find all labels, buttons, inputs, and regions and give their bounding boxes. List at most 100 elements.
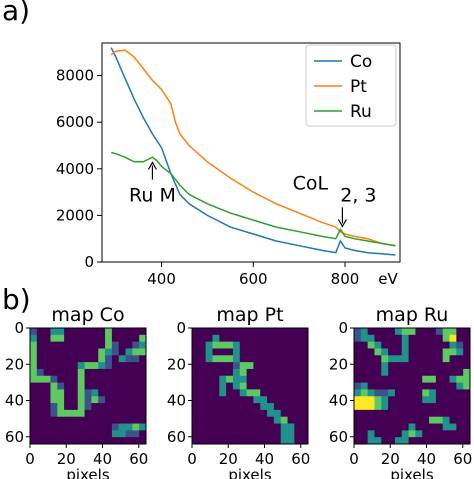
heatmap-cell [253,341,261,349]
heatmap-cell [70,437,79,445]
heatmap-cell [226,334,234,343]
heatmap-cell [287,328,295,336]
x-tick-label: 0 [25,450,35,468]
heatmap-cell [36,416,45,424]
heatmap-cell [456,396,464,404]
heatmap-cell [118,341,126,349]
heatmap-cell [354,423,362,431]
heatmap-cell [91,355,99,363]
heatmap-cell [239,355,247,363]
heatmap-cell [212,341,220,349]
heatmap-cell [429,334,437,343]
heatmap-cell [463,341,471,349]
heatmap-cell [267,403,275,411]
heatmap-cell [105,341,113,349]
heatmap-cell [30,375,38,383]
heatmap-cell [401,334,409,343]
heatmap-cell [401,362,409,370]
heatmap-cell [205,396,213,404]
heatmap-cell [267,430,275,438]
heatmap-cell [64,375,72,383]
heatmap-cell [132,416,140,424]
x-tick-label: 40 [255,450,274,468]
heatmap-cell [50,375,58,383]
heatmap-cell [449,437,457,445]
heatmap-cell [84,348,92,356]
heatmap-cell [192,368,200,377]
heatmap-cell [449,341,457,349]
heatmap-cell [139,348,147,356]
heatmap-cell [36,382,45,390]
heatmap-cell [442,403,450,411]
heatmap-cell [301,423,309,431]
heatmap-cell [139,368,147,377]
heatmap-cell [77,409,85,418]
heatmap-cell [30,409,38,418]
heatmap-cell [246,341,254,349]
heatmap-cell [198,396,207,404]
heatmap-cell [43,334,51,343]
heatmap-cell [463,334,471,343]
heatmap-cell [294,348,302,356]
heatmap-cell [273,355,282,363]
heatmap-cell [239,409,247,418]
heatmap-cell [212,430,220,438]
heatmap-cell [246,355,254,363]
heatmap-cell [70,362,79,370]
heatmap-cell [77,382,85,390]
heatmap-cell [301,389,309,397]
heatmap-cell [77,375,85,383]
heatmap-cell [435,355,444,363]
heatmap-cell [30,382,38,390]
heatmap-cell [401,355,409,363]
heatmap-cell [260,430,268,438]
heatmap-cell [246,328,254,336]
heatmap-cell [91,403,99,411]
heatmap-cell [367,403,375,411]
heatmap-cell [84,409,92,418]
heatmap-cell [84,430,92,438]
heatmap-cell [198,341,207,349]
heatmap-cell [111,375,120,383]
x-tick-label: 0 [349,450,359,468]
heatmap-cell [192,403,200,411]
heatmap-cell [125,416,133,424]
heatmap-frame [353,327,471,445]
heatmap-cell [192,355,200,363]
heatmap-cell [198,437,207,445]
heatmap-cell [381,368,389,377]
heatmap-cell [442,409,450,418]
heatmap-cell [360,348,369,356]
heatmap-cell [57,437,65,445]
heatmap-cell [36,341,45,349]
heatmap-cell [435,382,444,390]
heatmap-cell [111,348,120,356]
heatmap-cell [84,355,92,363]
legend-label-co: Co [350,52,372,72]
heatmap-cell [239,423,247,431]
plot-frame [101,42,401,263]
heatmap-cell [91,375,99,383]
heatmap-cell [125,389,133,397]
heatmap-cell [456,328,464,336]
heatmap-cell [246,382,254,390]
heatmap-cell [50,341,58,349]
heatmap-cell [301,416,309,424]
heatmap-cell [449,334,457,343]
y-tick-label: 4000 [56,160,94,178]
heatmap-cell [98,368,106,377]
heatmap-cell [394,416,403,424]
heatmap-cell [381,389,389,397]
heatmap-cell [273,416,282,424]
heatmap-cell [401,328,409,336]
heatmap-cell [105,396,113,404]
heatmap-cell [442,341,450,349]
heatmap-cell [212,409,220,418]
heatmap-cell [70,375,79,383]
heatmap-cell [360,423,369,431]
heatmap-cell [192,341,200,349]
heatmap-cell [463,437,471,445]
heatmap-cell [463,348,471,356]
heatmap-cell [422,416,430,424]
heatmap-cell [463,362,471,370]
